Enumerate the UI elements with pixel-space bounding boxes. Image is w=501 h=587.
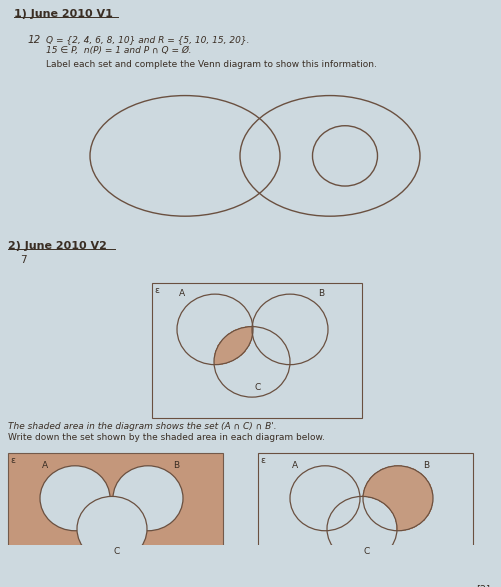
Text: A: A xyxy=(42,461,48,470)
Text: ε: ε xyxy=(260,456,265,464)
Text: 12: 12 xyxy=(28,35,41,45)
Text: A: A xyxy=(179,289,185,298)
Circle shape xyxy=(77,497,147,561)
Text: ε: ε xyxy=(10,456,15,464)
Text: Q = {2, 4, 6, 8, 10} and R = {5, 10, 15, 20}.: Q = {2, 4, 6, 8, 10} and R = {5, 10, 15,… xyxy=(46,35,249,44)
Circle shape xyxy=(40,466,110,531)
Text: C: C xyxy=(363,547,370,556)
Text: 7: 7 xyxy=(20,255,27,265)
Bar xyxy=(152,283,361,417)
Text: C: C xyxy=(255,383,261,392)
Circle shape xyxy=(113,466,183,531)
Text: 2) June 2010 V2: 2) June 2010 V2 xyxy=(8,241,107,251)
Text: ε: ε xyxy=(154,286,159,295)
Bar xyxy=(258,453,472,587)
Text: 1) June 2010 V1: 1) June 2010 V1 xyxy=(14,9,113,19)
Text: B: B xyxy=(422,461,428,470)
Text: B: B xyxy=(173,461,179,470)
Bar xyxy=(8,453,222,587)
Text: Write down the set shown by the shaded area in each diagram below.: Write down the set shown by the shaded a… xyxy=(8,433,324,443)
Text: B: B xyxy=(317,289,324,298)
Text: [2]: [2] xyxy=(475,583,489,587)
Text: C: C xyxy=(114,547,120,556)
Text: A: A xyxy=(292,461,298,470)
Text: Label each set and complete the Venn diagram to show this information.: Label each set and complete the Venn dia… xyxy=(46,60,376,69)
Text: 15 ∈ P,  n(P) = 1 and P ∩ Q = Ø.: 15 ∈ P, n(P) = 1 and P ∩ Q = Ø. xyxy=(46,46,191,55)
Text: The shaded area in the diagram shows the set (A ∩ C) ∩ B'.: The shaded area in the diagram shows the… xyxy=(8,422,276,431)
